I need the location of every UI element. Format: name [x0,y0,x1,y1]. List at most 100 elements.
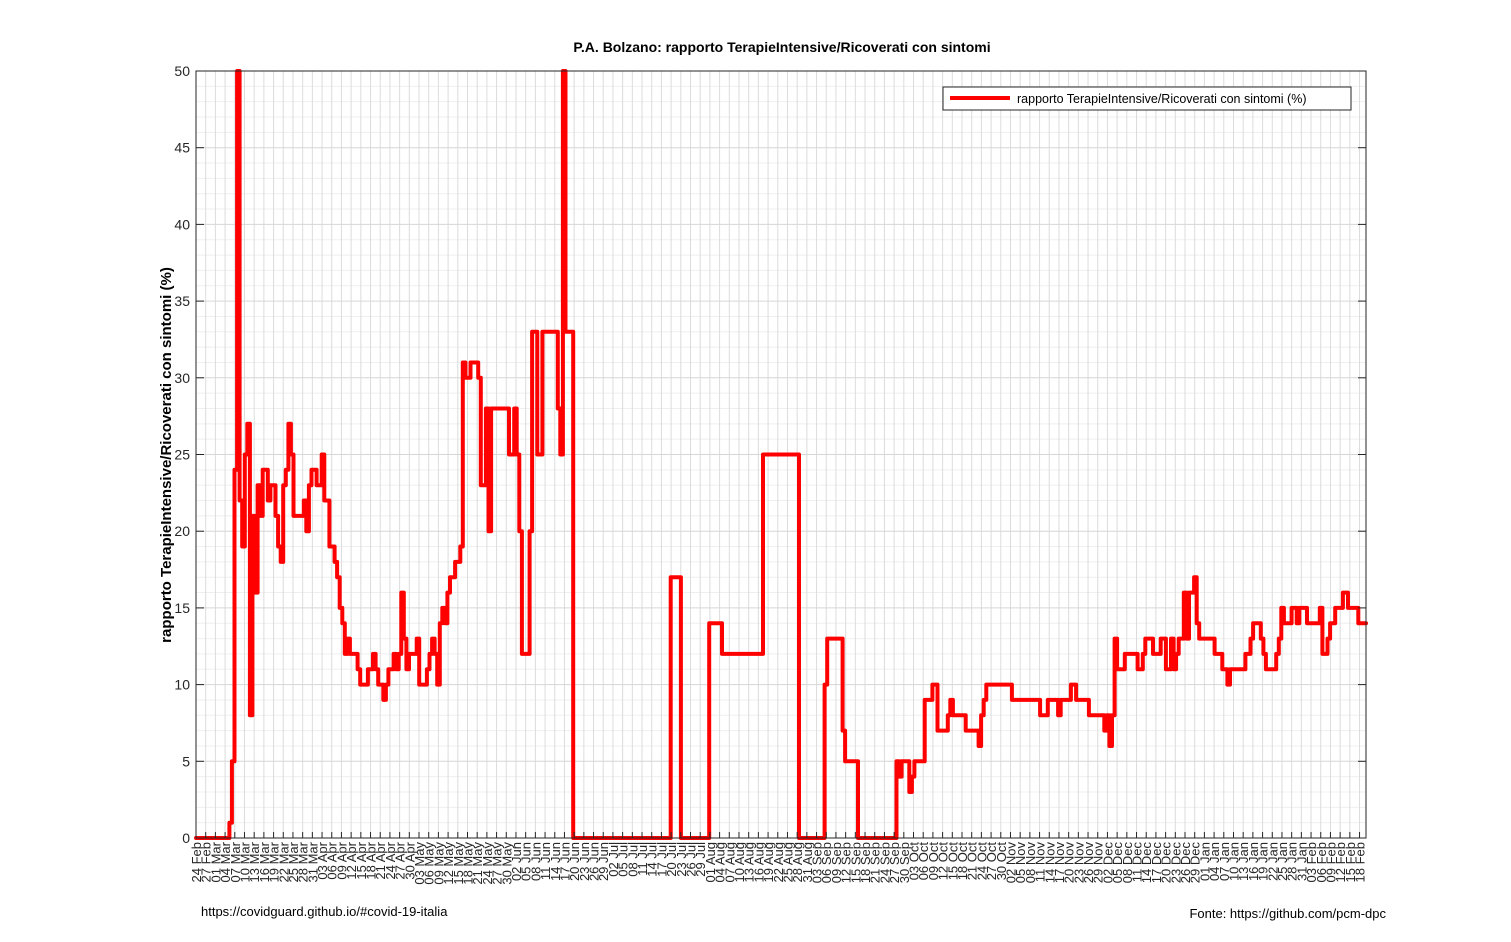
series-line [194,69,1368,840]
x-tick-label: 27 May [490,842,505,885]
x-tick-label: 23 Nov [1071,842,1086,884]
x-tick-label: 04 Mar [218,841,233,882]
footer-source-right: Fonte: https://github.com/pcm-dpc [1189,906,1386,921]
x-tick-label: 20 Jun [567,842,582,881]
x-tick-label: 08 Jun [528,842,543,881]
x-tick-label: 06 May [422,842,437,885]
x-tick-label: 06 Sep [819,842,834,883]
x-tick-label: 13 Aug [742,842,757,883]
x-tick-label: 20 Jul [664,842,679,877]
x-tick-label: 17 Jul [654,842,669,877]
x-tick-label: 22 Aug [771,842,786,883]
x-tick-label: 19 Mar [267,841,282,882]
x-tick-label: 28 Jan [1285,842,1300,881]
x-tick-label: 16 Mar [257,841,272,882]
x-tick-label: 04 Jan [1207,842,1222,881]
x-tick-label: 12 Sep [839,842,854,883]
x-tick-label: 21 May [470,842,485,885]
x-tick-label: 03 Feb [1304,842,1319,882]
x-tick-label: 13 Jan [1236,842,1251,881]
x-tick-label: 01 Aug [703,842,718,883]
x-tick-label: 02 Jun [509,842,524,881]
x-tick-label: 27 Apr [393,841,408,879]
x-tick-label: 01 Mar [208,841,223,882]
x-tick-label: 27 Oct [984,842,999,881]
x-tick-label: 21 Apr [373,841,388,879]
x-tick-label: 30 May [499,842,514,885]
x-tick-label: 22 Mar [276,841,291,882]
x-tick-label: 15 Feb [1343,842,1358,882]
x-tick-label: 11 Jul [635,842,650,876]
x-tick-label: 29 Jun [596,842,611,881]
x-tick-label: 17 Jun [557,842,572,881]
legend-box [942,86,1352,111]
x-tick-label: 11 Dec [1130,842,1145,883]
legend: rapporto TerapieIntensive/Ricoverati con… [942,86,1352,111]
y-tick-label: 25 [174,447,190,463]
x-tick-label: 20 Nov [1062,842,1077,884]
x-tick-label: 23 Jul [674,842,689,877]
x-tick-label: 31 Mar [305,841,320,882]
y-axis-ticks: 0 5 10 15 20 25 30 35 40 45 50 [174,63,1366,846]
x-tick-label: 24 Sep [877,842,892,883]
x-tick-label: 14 Dec [1139,842,1154,884]
x-tick-label: 18 Sep [858,842,873,883]
x-tick-label: 24 May [480,842,495,885]
x-tick-label: 27 Feb [199,842,214,882]
major-grid [195,70,1366,839]
x-tick-label: 06 Oct [916,842,931,881]
x-tick-label: 29 Dec [1188,842,1203,884]
x-tick-label: 15 Apr [354,841,369,879]
x-tick-label: 17 Nov [1052,842,1067,884]
x-tick-label: 25 Mar [286,841,301,882]
x-tick-label: 01 Jan [1197,842,1212,881]
x-tick-label: 09 Feb [1323,842,1338,882]
y-tick-label: 0 [182,830,190,846]
x-tick-label: 05 Jul [616,842,631,877]
x-tick-label: 31 Aug [800,842,815,883]
x-tick-label: 18 Oct [955,842,970,881]
x-tick-label: 18 Feb [1353,842,1368,882]
x-tick-label: 10 Mar [237,841,252,882]
x-tick-label: 05 Nov [1013,842,1028,884]
x-tick-label: 22 Jan [1265,842,1280,881]
x-tick-label: 24 Oct [974,842,989,881]
x-tick-label: 17 Dec [1149,842,1164,884]
y-tick-label: 35 [174,293,190,309]
x-tick-label: 25 Aug [780,842,795,883]
x-tick-label: 06 Apr [325,841,340,879]
x-tick-label: 09 Apr [334,841,349,879]
x-tick-label: 03 May [412,842,427,885]
x-tick-label: 26 Jul [684,842,699,877]
x-tick-label: 03 Sep [810,842,825,883]
chart-title: P.A. Bolzano: rapporto TerapieIntensive/… [573,39,990,55]
x-tick-label: 24 Apr [383,841,398,879]
x-tick-label: 21 Sep [868,842,883,883]
x-tick-label: 12 May [441,842,456,885]
x-tick-label: 13 Mar [247,841,262,882]
x-tick-label: 26 Dec [1178,842,1193,884]
y-tick-label: 40 [174,216,190,232]
x-tick-label: 14 Jul [645,842,660,877]
x-tick-label: 18 Apr [364,841,379,879]
x-tick-label: 09 Sep [829,842,844,883]
y-tick-label: 45 [174,140,190,156]
x-tick-label: 11 Jun [538,842,553,880]
x-tick-label: 31 Jan [1294,842,1309,881]
x-tick-label: 08 Dec [1120,842,1135,884]
x-tick-label: 09 Oct [926,842,941,881]
x-tick-label: 07 Aug [722,842,737,883]
y-tick-label: 20 [174,523,190,539]
x-tick-label: 02 Nov [1003,842,1018,884]
x-tick-label: 21 Oct [965,842,980,881]
x-tick-label: 30 Oct [994,842,1009,881]
x-tick-label: 07 Jan [1217,842,1232,881]
x-tick-label: 06 Feb [1314,842,1329,882]
x-tick-label: 05 Dec [1110,842,1125,884]
x-tick-label: 02 Jul [606,842,621,877]
x-tick-label: 03 Oct [907,842,922,881]
y-tick-label: 30 [174,370,190,386]
x-tick-label: 19 Aug [761,842,776,883]
